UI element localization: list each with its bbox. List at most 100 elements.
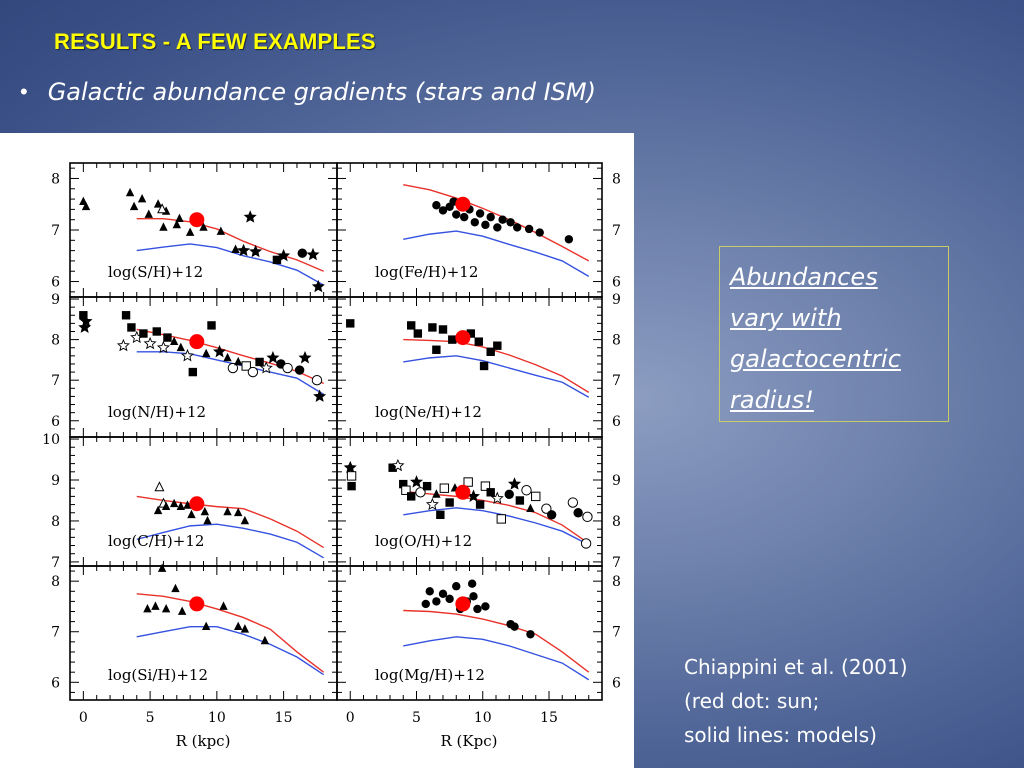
figure-caption: Chiappini et al. (2001) (red dot: sun; s… <box>684 650 908 752</box>
y-tick-label: 6 <box>51 414 60 430</box>
data-point-triangle <box>137 194 147 203</box>
data-point-star <box>311 279 325 293</box>
data-point-dot <box>469 592 478 601</box>
model-line-red <box>136 495 325 549</box>
data-point-triangle <box>176 342 186 352</box>
data-point-open-square <box>531 491 541 502</box>
data-point-triangle <box>234 356 243 366</box>
caption-line: solid lines: models) <box>684 723 877 747</box>
data-point-dot <box>473 604 482 614</box>
slide-title: RESULTS - A FEW EXAMPLES <box>54 29 376 54</box>
sun-marker <box>455 196 471 212</box>
bullet-text: Galactic abundance gradients (stars and … <box>47 78 596 106</box>
y-tick-label: 9 <box>51 473 60 489</box>
panel-label: log(O/H)+12 <box>375 532 472 550</box>
y-tick-label: 7 <box>51 373 60 389</box>
data-point-square <box>486 347 495 356</box>
y-tick-label: 7 <box>612 555 621 571</box>
data-point-triangle <box>144 209 153 218</box>
data-point-open-triangle <box>154 481 165 492</box>
data-point-open-star <box>391 458 405 472</box>
data-point-open-square <box>346 471 357 481</box>
data-point-star <box>266 351 280 364</box>
data-point-triangle <box>176 501 186 510</box>
data-point-open-square <box>401 485 411 495</box>
data-point-triangle <box>161 603 171 613</box>
sun-marker <box>189 334 205 350</box>
data-point-open-circle <box>282 362 293 374</box>
data-point-square <box>346 319 355 328</box>
x-axis-title-right: R (Kpc) <box>441 732 498 750</box>
callout-box: Abundances vary with galactocentric radi… <box>719 246 949 422</box>
data-point-star <box>306 247 320 261</box>
y-tick-label: 7 <box>612 625 621 641</box>
data-point-open-triangle <box>157 203 168 214</box>
data-point-square <box>188 367 198 377</box>
data-point-dot <box>498 215 507 224</box>
data-point-open-circle <box>541 503 552 514</box>
model-line-blue <box>136 625 325 676</box>
data-point-square <box>399 479 408 489</box>
data-point-open-circle <box>227 362 239 374</box>
data-point-star <box>343 460 357 474</box>
caption-line: Chiappini et al. (2001) <box>684 655 908 679</box>
abundance-gradient-plots: 6 7 8 log(S/H)+12 6 7 8 log(Fe/H)+12 6 7 8 9 log(N/H… <box>42 162 621 750</box>
model-line-red <box>403 338 590 393</box>
y-tick-label: 6 <box>51 275 60 291</box>
chart-panel: 6 7 8 log(Mg/H)+12 <box>336 565 621 701</box>
data-point-open-circle <box>567 497 579 508</box>
data-point-triangle <box>159 222 168 231</box>
data-point-triangle <box>172 219 181 229</box>
y-tick-label: 8 <box>51 574 60 590</box>
y-tick-label: 6 <box>612 275 621 291</box>
data-point-open-square <box>463 477 473 487</box>
data-point-square <box>347 481 356 491</box>
data-point-triangle <box>231 244 240 253</box>
data-point-open-star <box>156 340 171 354</box>
data-point-square <box>486 488 495 497</box>
data-point-square <box>475 500 485 509</box>
model-line-red <box>403 183 590 262</box>
data-point-open-square <box>439 483 450 493</box>
data-point-dot <box>452 210 461 219</box>
data-point-star <box>313 389 327 402</box>
model-line-blue <box>403 507 590 546</box>
y-tick-label: 9 <box>612 473 621 489</box>
panel-label: log(C/H)+12 <box>108 532 204 550</box>
data-point-square <box>422 481 432 491</box>
callout-line: vary with <box>730 304 842 332</box>
data-point-dot <box>486 212 495 222</box>
y-tick-label: 8 <box>51 514 60 530</box>
panel-label: log(Ne/H)+12 <box>375 403 482 421</box>
data-point-dot <box>438 206 448 215</box>
data-point-dot <box>445 594 454 604</box>
data-point-square <box>436 510 445 520</box>
callout-line: radius! <box>730 386 814 414</box>
data-point-dot <box>481 602 490 611</box>
y-tick-label: 9 <box>612 292 621 308</box>
bullet-item: • Galactic abundance gradients (stars an… <box>20 78 596 106</box>
data-point-triangle <box>240 624 250 633</box>
data-point-triangle <box>177 606 187 615</box>
y-tick-label: 7 <box>612 223 621 239</box>
data-point-square <box>152 327 161 336</box>
panel-label: log(N/H)+12 <box>108 403 206 421</box>
data-point-dot <box>481 220 490 230</box>
data-point-dot <box>432 597 441 606</box>
y-tick-label: 8 <box>612 574 621 590</box>
data-point-dot <box>524 224 534 234</box>
data-point-triangle <box>125 187 135 197</box>
callout-line: galactocentric <box>730 345 901 373</box>
y-tick-label: 8 <box>51 333 60 349</box>
data-point-square <box>139 329 148 338</box>
model-line-red <box>136 217 324 272</box>
data-point-square <box>388 463 397 472</box>
data-point-dot <box>493 223 502 232</box>
data-point-triangle <box>201 621 211 631</box>
model-line-red <box>136 593 325 673</box>
data-point-triangle <box>223 506 232 516</box>
data-point-dot <box>535 228 544 237</box>
data-point-triangle <box>216 226 226 235</box>
data-point-square <box>428 323 437 332</box>
abundance-gradient-figure: 6 7 8 log(S/H)+12 6 7 8 log(Fe/H)+12 6 7 8 9 log(N/H… <box>0 133 634 768</box>
